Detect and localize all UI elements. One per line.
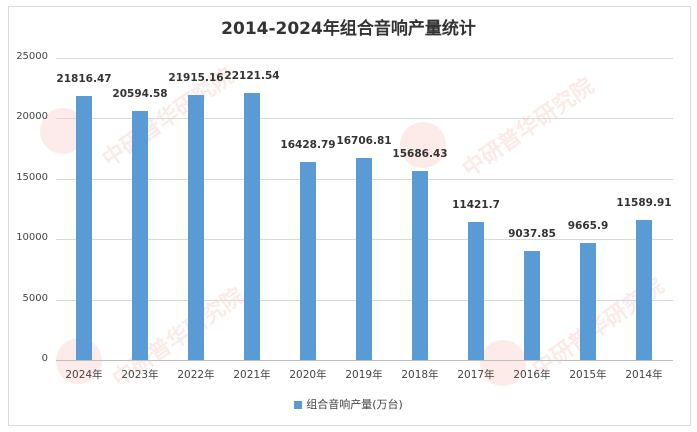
y-tick-label: 10000: [16, 232, 48, 243]
x-tick-label: 2017年: [457, 369, 495, 381]
bar-value-label: 11421.7: [452, 199, 500, 212]
bar[interactable]: [468, 222, 484, 360]
bar[interactable]: [356, 158, 372, 360]
bar[interactable]: [524, 250, 540, 360]
chart-title: 2014-2024年组合音响产量统计: [221, 19, 476, 39]
bar[interactable]: [76, 96, 92, 360]
x-axis-line: [56, 360, 673, 361]
y-tick-label: 20000: [16, 111, 48, 122]
bar[interactable]: [132, 111, 148, 360]
bar-value-label: 9665.9: [567, 220, 609, 233]
y-tick-label: 5000: [22, 293, 48, 304]
x-tick-label: 2023年: [121, 369, 159, 381]
gridline: [56, 58, 673, 59]
bar-value-label: 21816.47: [56, 73, 112, 86]
x-tick-label: 2024年: [65, 369, 103, 381]
bar[interactable]: [244, 92, 260, 360]
bar-value-label: 16706.81: [336, 135, 392, 148]
x-tick-label: 2019年: [345, 369, 383, 381]
bar-value-label: 9037.85: [508, 227, 556, 240]
bar-value-label: 21915.16: [168, 72, 224, 85]
chart-frame: [8, 6, 691, 426]
bar-value-label: 20594.58: [112, 88, 168, 101]
legend: 组合音响产量(万台): [0, 396, 697, 412]
x-tick-label: 2018年: [401, 369, 439, 381]
x-tick-label: 2016年: [513, 369, 551, 381]
bar-value-label: 11589.91: [616, 196, 672, 209]
bar-value-label: 22121.54: [224, 69, 280, 82]
bar[interactable]: [580, 243, 596, 360]
legend-swatch: [294, 401, 303, 409]
bar-value-label: 15686.43: [392, 147, 448, 160]
bar[interactable]: [300, 161, 316, 360]
x-tick-label: 2022年: [177, 369, 215, 381]
bar[interactable]: [188, 95, 204, 360]
y-tick-label: 25000: [16, 51, 48, 62]
y-tick-label: 15000: [16, 172, 48, 183]
x-tick-label: 2020年: [289, 369, 327, 381]
x-tick-label: 2014年: [625, 369, 663, 381]
legend-label: 组合音响产量(万台): [306, 398, 403, 411]
bar[interactable]: [412, 170, 428, 360]
bar[interactable]: [636, 219, 652, 360]
bar-value-label: 16428.79: [280, 138, 336, 151]
x-tick-label: 2015年: [569, 369, 607, 381]
x-tick-label: 2021年: [233, 369, 271, 381]
y-tick-label: 0: [41, 353, 48, 364]
gridline: [56, 118, 673, 119]
